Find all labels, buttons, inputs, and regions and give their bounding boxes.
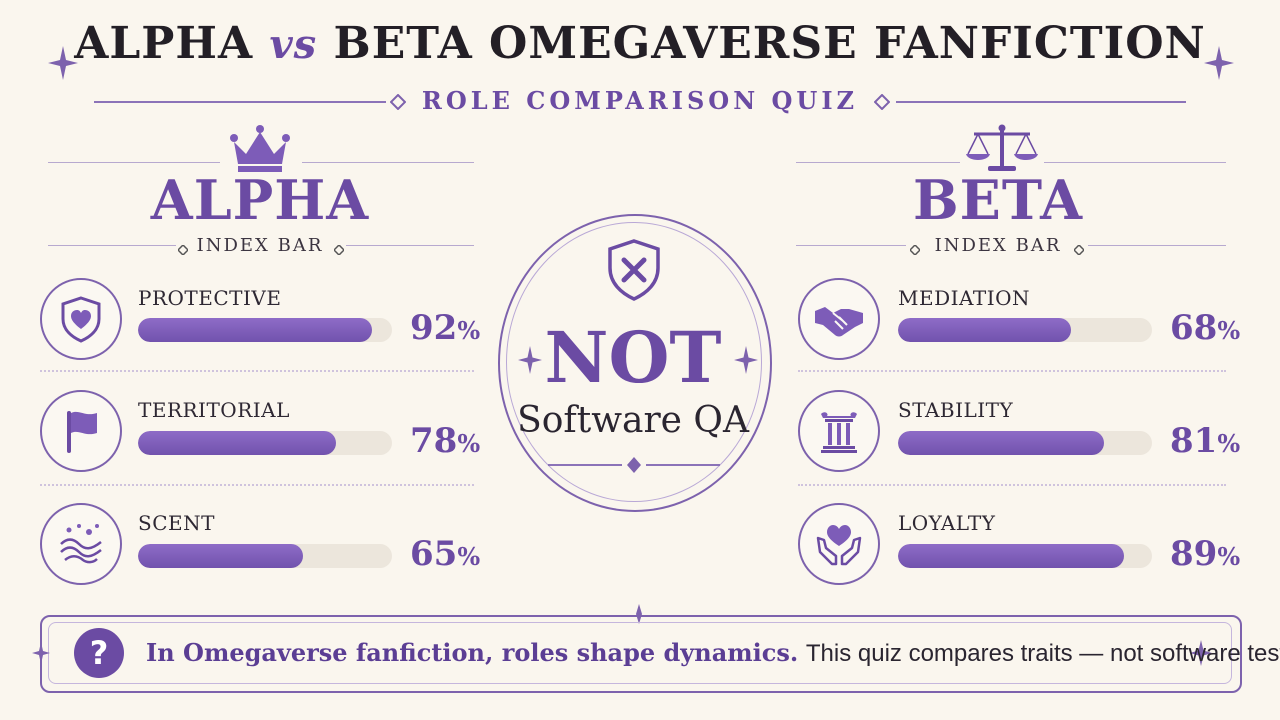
row-divider (40, 484, 474, 486)
bar-fill (898, 544, 1125, 568)
percent-symbol: % (1217, 316, 1241, 345)
title-vs: vs (269, 21, 318, 68)
center-badge (498, 214, 772, 512)
scales-icon (964, 124, 1040, 178)
flag-icon (40, 390, 122, 472)
diamond-icon (632, 604, 646, 628)
title-alpha: ALPHA (74, 18, 254, 69)
divider (346, 245, 474, 246)
divider (1044, 162, 1226, 163)
divider (796, 245, 906, 246)
center-badge-inner (506, 222, 762, 502)
diamond-icon (176, 240, 190, 259)
divider (796, 162, 960, 163)
sparkle-icon (518, 346, 542, 378)
divider (48, 245, 176, 246)
question-icon: ? (74, 628, 124, 678)
subtitle: ROLE COMPARISON QUIZ (421, 86, 859, 115)
bar-fill (138, 318, 372, 342)
row-divider (40, 370, 474, 372)
percent-symbol: % (457, 429, 481, 458)
diamond-icon (332, 240, 346, 259)
beta-trait-label: MEDIATION (898, 286, 1030, 310)
diamond-icon (908, 240, 922, 259)
divider (94, 101, 386, 103)
shield-x-icon (606, 238, 662, 306)
beta-index-label: INDEX BAR (934, 235, 1062, 256)
beta-trait-label: LOYALTY (898, 511, 996, 535)
footer-strong-text: In Omegaverse fanfiction, roles shape dy… (146, 638, 799, 667)
title-rest: BETA OMEGAVERSE FANFICTION (333, 18, 1206, 69)
bar-fill (898, 318, 1071, 342)
alpha-trait-bar (138, 318, 392, 342)
handshake-icon (798, 278, 880, 360)
divider (896, 101, 1186, 103)
diamond-icon (1072, 240, 1086, 259)
sparkle-icon (1204, 46, 1234, 84)
beta-trait-bar (898, 431, 1152, 455)
percent-value: 65 (410, 534, 458, 574)
beta-title: BETA (913, 168, 1083, 232)
alpha-trait-bar (138, 544, 392, 568)
divider (646, 464, 720, 466)
diamond-icon (389, 93, 407, 114)
footer-text: In Omegaverse fanfiction, roles shape dy… (146, 638, 1280, 668)
alpha-trait-label: PROTECTIVE (138, 286, 282, 310)
beta-trait-bar (898, 318, 1152, 342)
percent-value: 78 (410, 421, 458, 461)
row-divider (798, 370, 1226, 372)
alpha-index-label: INDEX BAR (196, 235, 324, 256)
divider (48, 162, 220, 163)
divider (548, 464, 622, 466)
percent-value: 89 (1170, 534, 1218, 574)
scent-waves-icon (40, 503, 122, 585)
percent-value: 92 (410, 308, 458, 348)
sparkle-icon (32, 642, 50, 668)
hands-heart-icon (798, 503, 880, 585)
footer-rest-text: This quiz compares traits — not software… (805, 640, 1280, 667)
bar-fill (138, 431, 337, 455)
percent-symbol: % (1217, 542, 1241, 571)
alpha-trait-percent: 78% (410, 421, 480, 461)
divider (302, 162, 474, 163)
sparkle-icon (1190, 640, 1212, 670)
percent-symbol: % (457, 316, 481, 345)
alpha-trait-bar (138, 431, 392, 455)
page-title: ALPHA vs BETA OMEGAVERSE FANFICTION (0, 18, 1280, 69)
bar-fill (138, 544, 304, 568)
beta-trait-percent: 81% (1170, 421, 1240, 461)
diamond-icon (627, 457, 641, 477)
center-not-text: NOT (544, 316, 722, 399)
alpha-trait-percent: 65% (410, 534, 480, 574)
beta-trait-percent: 68% (1170, 308, 1240, 348)
percent-symbol: % (1217, 429, 1241, 458)
shield-heart-icon (40, 278, 122, 360)
diamond-icon (873, 93, 891, 114)
sparkle-icon (734, 346, 758, 378)
center-subtext: Software QA (517, 400, 749, 441)
question-glyph: ? (89, 634, 109, 672)
crown-icon (228, 124, 292, 178)
percent-value: 68 (1170, 308, 1218, 348)
beta-trait-percent: 89% (1170, 534, 1240, 574)
beta-trait-label: STABILITY (898, 398, 1014, 422)
percent-symbol: % (457, 542, 481, 571)
alpha-title: ALPHA (150, 168, 370, 232)
row-divider (798, 484, 1226, 486)
pillar-icon (798, 390, 880, 472)
divider (1088, 245, 1226, 246)
alpha-trait-percent: 92% (410, 308, 480, 348)
alpha-trait-label: TERRITORIAL (138, 398, 290, 422)
percent-value: 81 (1170, 421, 1218, 461)
alpha-trait-label: SCENT (138, 511, 215, 535)
beta-trait-bar (898, 544, 1152, 568)
bar-fill (898, 431, 1104, 455)
sparkle-icon (48, 46, 78, 84)
